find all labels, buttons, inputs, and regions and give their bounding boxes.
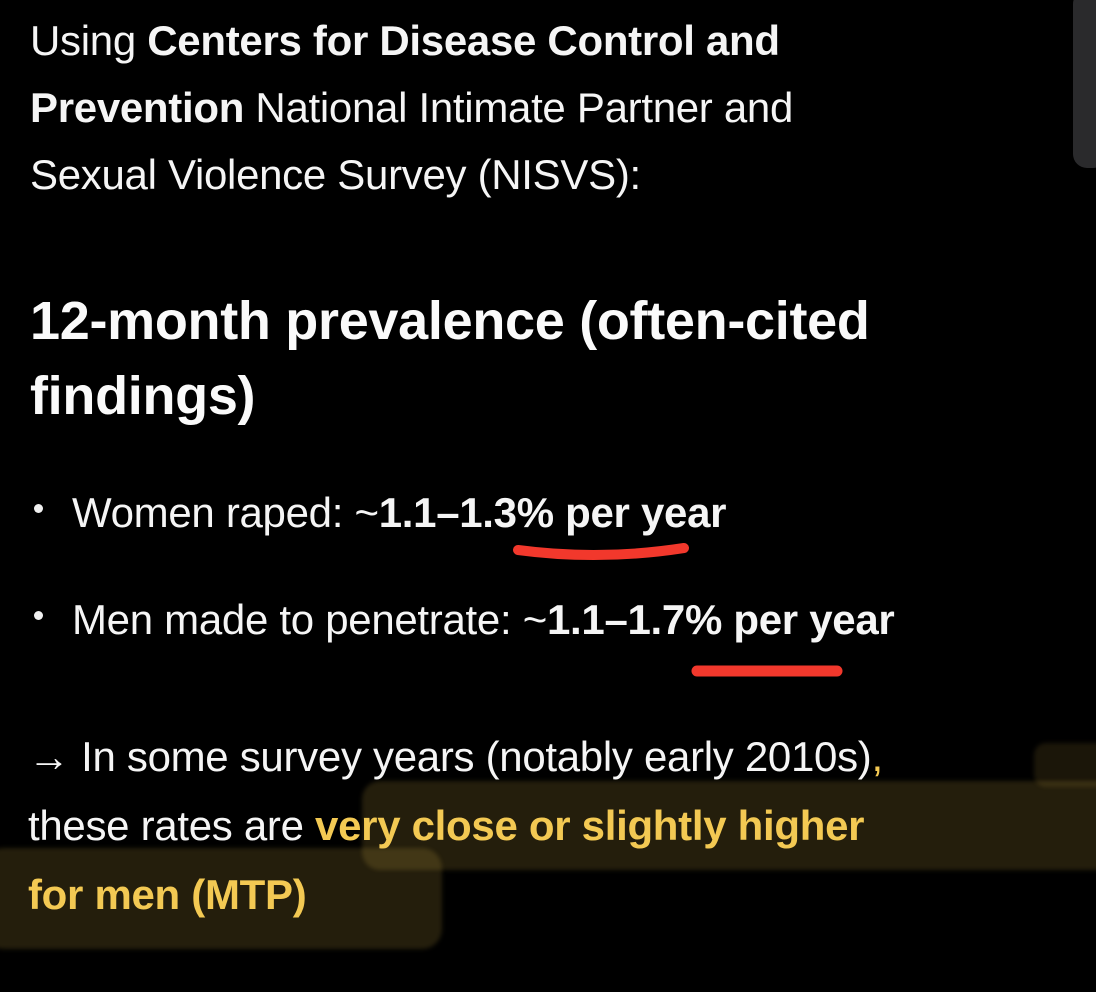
note-text-highlighted-2: for men (MTP) (28, 871, 307, 918)
note-text-white-2: these rates are (28, 802, 316, 849)
highlighter-stroke-comma (1034, 743, 1096, 787)
intro-paragraph: Using Centers for Disease Control and Pr… (30, 7, 1086, 208)
note-line-3: for men (MTP) (28, 860, 1086, 929)
note-line-1: → In some survey years (notably early 20… (28, 722, 1086, 791)
note-comma-highlighted: , (871, 733, 884, 780)
scrollbar-thumb[interactable] (1073, 0, 1096, 168)
red-underline-women-rate (513, 543, 689, 561)
bullet-1-label: Women raped: ~ (72, 489, 379, 536)
intro-text-regular-1: Using (30, 17, 148, 64)
highlighter-stroke-line2 (362, 781, 1096, 870)
note-line-2: these rates are very close or slightly h… (28, 791, 1086, 860)
heading-line-1: 12-month prevalence (often-cited (30, 291, 870, 351)
note-paragraph: → In some survey years (notably early 20… (28, 722, 1086, 929)
intro-text-bold-1: Centers for Disease Control and (147, 17, 780, 64)
intro-line-3: Sexual Violence Survey (NISVS): (30, 141, 1086, 208)
note-text-highlighted-1: very close or slightly higher (315, 802, 865, 849)
note-text-white-1: → In some survey years (notably early 20… (28, 733, 872, 780)
bullet-dot-icon (34, 611, 43, 620)
bullet-item-women: Women raped: ~1.1–1.3% per year (34, 490, 1096, 536)
bullet-2-value: 1.1–1.7% per year (546, 596, 895, 643)
highlighter-stroke-line3 (0, 848, 442, 949)
heading-line-2: findings) (30, 366, 256, 426)
intro-text-regular-2: National Intimate Partner and (244, 84, 794, 131)
intro-line-1: Using Centers for Disease Control and (30, 7, 1086, 74)
bullet-dot-icon (34, 504, 43, 513)
bullet-2-label: Men made to penetrate: ~ (72, 596, 547, 643)
bullet-1-value: 1.1–1.3% per year (378, 489, 727, 536)
intro-text-bold-2: Prevention (30, 84, 245, 131)
bullet-item-men: Men made to penetrate: ~1.1–1.7% per yea… (34, 597, 1096, 643)
intro-line-2: Prevention National Intimate Partner and (30, 74, 1086, 141)
section-heading: 12-month prevalence (often-cited finding… (30, 284, 1086, 434)
intro-text-regular-3: Sexual Violence Survey (NISVS): (30, 151, 641, 198)
